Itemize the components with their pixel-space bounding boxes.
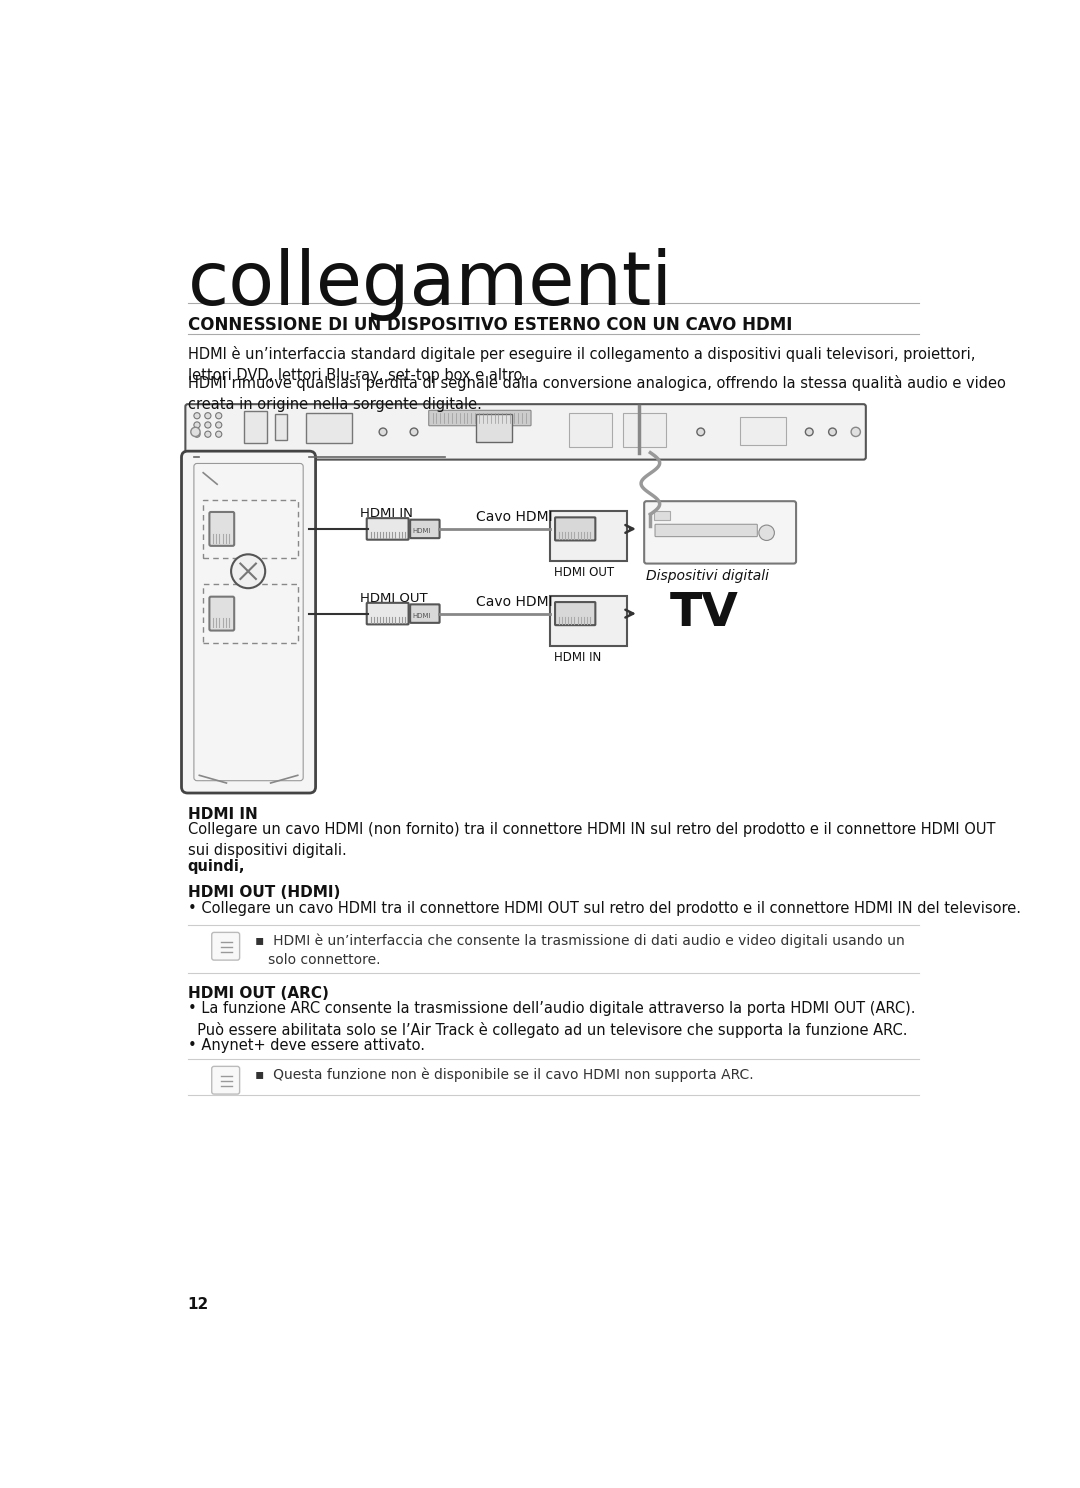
FancyBboxPatch shape — [212, 933, 240, 960]
Circle shape — [194, 432, 200, 437]
Circle shape — [410, 429, 418, 436]
Text: 12: 12 — [188, 1296, 208, 1311]
FancyBboxPatch shape — [306, 412, 352, 443]
FancyBboxPatch shape — [569, 412, 611, 446]
FancyBboxPatch shape — [210, 597, 234, 631]
FancyBboxPatch shape — [367, 603, 408, 625]
Circle shape — [194, 423, 200, 429]
FancyBboxPatch shape — [429, 411, 531, 426]
FancyBboxPatch shape — [654, 512, 670, 521]
FancyBboxPatch shape — [181, 451, 315, 793]
Circle shape — [851, 427, 861, 436]
Text: HDMI OUT (ARC): HDMI OUT (ARC) — [188, 985, 328, 1000]
FancyBboxPatch shape — [550, 512, 627, 561]
Text: Cavo HDMI: Cavo HDMI — [476, 510, 553, 524]
FancyBboxPatch shape — [623, 412, 666, 446]
Text: • Anynet+ deve essere attivato.: • Anynet+ deve essere attivato. — [188, 1039, 424, 1054]
Text: TV: TV — [670, 591, 739, 635]
FancyBboxPatch shape — [555, 518, 595, 540]
Text: • Collegare un cavo HDMI tra il connettore HDMI OUT sul retro del prodotto e il : • Collegare un cavo HDMI tra il connetto… — [188, 900, 1021, 915]
FancyBboxPatch shape — [410, 519, 440, 539]
Text: HDMI OUT: HDMI OUT — [360, 592, 428, 606]
Text: Collegare un cavo HDMI (non fornito) tra il connettore HDMI IN sul retro del pro: Collegare un cavo HDMI (non fornito) tra… — [188, 823, 995, 859]
Text: Dispositivi digitali: Dispositivi digitali — [647, 568, 769, 583]
Circle shape — [806, 429, 813, 436]
FancyBboxPatch shape — [243, 411, 267, 443]
Circle shape — [596, 429, 604, 436]
Text: quindi,: quindi, — [188, 859, 245, 875]
Text: HDMI IN: HDMI IN — [360, 507, 413, 521]
Text: ▪  Questa funzione non è disponibile se il cavo HDMI non supporta ARC.: ▪ Questa funzione non è disponibile se i… — [255, 1067, 754, 1082]
Text: CONNESSIONE DI UN DISPOSITIVO ESTERNO CON UN CAVO HDMI: CONNESSIONE DI UN DISPOSITIVO ESTERNO CO… — [188, 315, 792, 333]
Text: HDMI IN: HDMI IN — [188, 806, 257, 821]
FancyBboxPatch shape — [410, 604, 440, 623]
Circle shape — [643, 429, 650, 436]
Text: HDMI rimuove qualsiasi perdita di segnale dalla conversione analogica, offrendo : HDMI rimuove qualsiasi perdita di segnal… — [188, 375, 1005, 412]
Text: HDMI è un’interfaccia standard digitale per eseguire il collegamento a dispositi: HDMI è un’interfaccia standard digitale … — [188, 347, 975, 384]
Circle shape — [216, 423, 221, 429]
FancyBboxPatch shape — [740, 417, 786, 445]
Circle shape — [231, 555, 266, 588]
Circle shape — [379, 429, 387, 436]
FancyBboxPatch shape — [210, 512, 234, 546]
FancyBboxPatch shape — [186, 405, 866, 460]
FancyBboxPatch shape — [555, 603, 595, 625]
Text: HDMI: HDMI — [413, 528, 431, 534]
FancyBboxPatch shape — [656, 524, 757, 537]
Circle shape — [194, 412, 200, 418]
Circle shape — [828, 429, 836, 436]
FancyBboxPatch shape — [367, 518, 408, 540]
FancyBboxPatch shape — [550, 595, 627, 646]
Circle shape — [205, 412, 211, 418]
FancyBboxPatch shape — [644, 501, 796, 564]
Text: • La funzione ARC consente la trasmissione dell’audio digitale attraverso la por: • La funzione ARC consente la trasmissio… — [188, 1001, 915, 1039]
Text: Cavo HDMI: Cavo HDMI — [476, 595, 553, 609]
Circle shape — [216, 412, 221, 418]
Circle shape — [759, 525, 774, 540]
FancyBboxPatch shape — [476, 414, 512, 442]
Text: HDMI: HDMI — [413, 613, 431, 619]
Text: HDMI IN: HDMI IN — [554, 650, 600, 664]
Circle shape — [205, 432, 211, 437]
FancyBboxPatch shape — [274, 414, 287, 440]
Circle shape — [191, 427, 200, 436]
Circle shape — [216, 432, 221, 437]
Text: collegamenti: collegamenti — [188, 248, 673, 321]
Text: ▪  HDMI è un’interfaccia che consente la trasmissione di dati audio e video digi: ▪ HDMI è un’interfaccia che consente la … — [255, 933, 905, 967]
Circle shape — [767, 429, 774, 436]
Text: HDMI OUT (HDMI): HDMI OUT (HDMI) — [188, 885, 340, 900]
FancyBboxPatch shape — [212, 1067, 240, 1094]
Circle shape — [697, 429, 704, 436]
Text: HDMI OUT: HDMI OUT — [554, 565, 613, 579]
Circle shape — [205, 423, 211, 429]
